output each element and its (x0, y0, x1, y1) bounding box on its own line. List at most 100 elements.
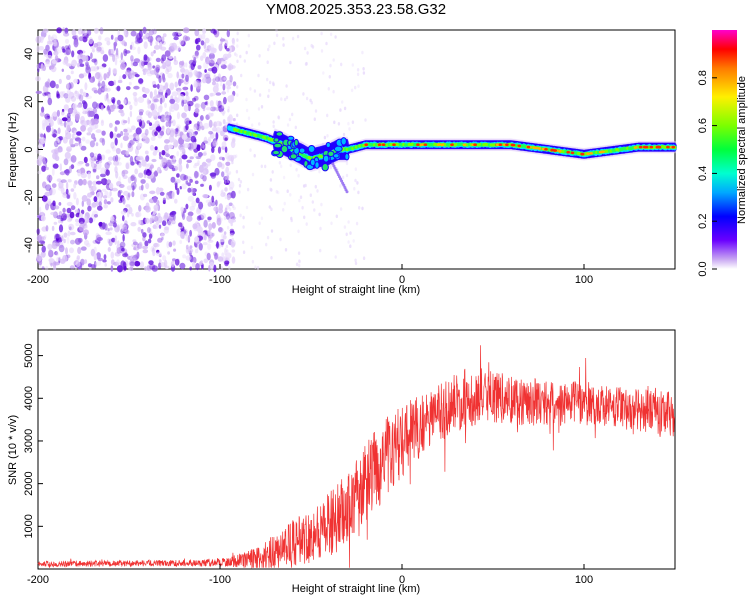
spectrogram-noise-blob (217, 161, 223, 168)
spectrogram-noise-blob (76, 131, 82, 136)
spectrogram-noise-blob (47, 243, 53, 250)
tone-blob (272, 149, 281, 156)
spectrogram-noise-blob (162, 197, 166, 203)
spectrogram-noise-blob (193, 170, 199, 179)
spectrogram-noise-blob (41, 195, 48, 202)
spectrogram-noise-blob (327, 87, 330, 91)
spectrogram-noise-blob (178, 79, 184, 84)
spectrogram-noise-blob (122, 215, 125, 222)
spectrogram-noise-blob (163, 226, 169, 234)
spectrogram-noise-blob (213, 251, 218, 256)
spectrogram-noise-blob (239, 213, 242, 218)
spectrogram-noise-blob (175, 179, 181, 184)
spectrogram-noise-blob (52, 163, 59, 169)
spectrogram-noise-blob (77, 246, 82, 255)
spectrogram-noise-blob (273, 41, 276, 46)
spectrogram-noise-blob (93, 43, 99, 48)
spectrogram-noise-blob (88, 180, 92, 189)
spectrogram-noise-blob (191, 200, 197, 208)
spectrogram-noise-blob (93, 65, 99, 72)
spectrogram-noise-blob (125, 70, 132, 76)
spectrogram-noise-blob (67, 107, 73, 115)
spectrogram-noise-blob (285, 84, 288, 88)
spectrogram-noise-blob (138, 219, 142, 225)
tone-peak (462, 143, 467, 146)
spectrogram-noise-blob (235, 154, 238, 158)
spectrogram-noise-blob (50, 211, 57, 216)
spectrogram-noise-blob (53, 50, 59, 56)
spectrogram-noise-blob (236, 93, 239, 97)
spectrogram-noise-blob (152, 250, 156, 257)
spectrogram-noise-blob (149, 217, 153, 225)
spectrogram-noise-blob (155, 57, 161, 63)
spectrogram-noise-blob (181, 99, 185, 107)
spectrogram-noise-blob (254, 265, 257, 270)
tone-blob (275, 131, 284, 137)
spectrogram-noise-blob (156, 37, 162, 42)
spectrogram-noise-blob (208, 130, 214, 135)
tone-peak (423, 143, 428, 146)
spectrogram-noise-blob (149, 190, 156, 195)
spectrogram-noise-blob (67, 179, 72, 183)
spectrogram-noise-blob (231, 218, 234, 222)
spectrogram-noise-blob (239, 180, 243, 184)
spectrogram-noise-blob (99, 137, 104, 143)
spectrogram-noise-blob (109, 122, 113, 128)
spectrogram-noise-blob (283, 97, 287, 102)
spectrogram-noise-blob (121, 169, 129, 175)
spectrogram-noise-blob (62, 207, 66, 213)
spectrogram-noise-blob (85, 139, 91, 144)
spectrogram-noise-blob (218, 208, 223, 214)
tone-peak (633, 146, 638, 149)
spectrogram-noise-blob (120, 210, 127, 216)
spectrogram-noise-blob (119, 184, 125, 188)
spectrogram-noise-blob (94, 214, 98, 218)
spectrogram-noise-blob (187, 235, 191, 243)
spectrogram-noise-blob (149, 126, 154, 130)
spectrogram-noise-blob (264, 164, 267, 169)
spectrogram-noise-blob (223, 60, 227, 65)
spectrogram-noise-blob (250, 245, 254, 250)
spectrogram-noise-blob (106, 98, 110, 102)
spectrogram-noise-blob (150, 51, 154, 57)
spectrogram-noise-blob (242, 225, 245, 229)
spectrogram-noise-blob (97, 153, 102, 160)
spectrogram-noise-blob (137, 155, 144, 161)
spectrogram-noise-blob (74, 113, 80, 121)
spectrogram-noise-blob (329, 165, 333, 170)
spectrogram-noise-blob (176, 187, 180, 196)
spectrogram-noise-blob (110, 251, 115, 259)
spectrogram-noise-blob (201, 33, 206, 40)
spectrogram-noise-blob (208, 52, 215, 60)
spectrogram-noise-blob (74, 142, 79, 147)
spectrogram-noise-blob (208, 46, 215, 55)
spectrogram-noise-blob (55, 137, 60, 144)
spectrogram-noise-blob (201, 77, 207, 84)
spectrogram-noise-blob (105, 169, 110, 176)
spectrogram-noise-blob (229, 233, 234, 237)
spectrogram-noise-blob (135, 35, 140, 43)
snr-x-axis: -200 -100 0 100 (27, 564, 593, 586)
spectrogram-noise-blob (223, 216, 227, 221)
spectrogram-noise-blob (150, 103, 155, 111)
spectrogram-noise-blob (123, 190, 129, 196)
spectrogram-noise-blob (212, 123, 216, 127)
spectrogram-noise-blob (183, 175, 188, 182)
spectrogram-noise-blob (202, 152, 207, 157)
spectrogram-noise-blob (345, 161, 349, 166)
spectrogram-noise-blob (206, 58, 212, 64)
spectrogram-noise-blob (65, 181, 69, 190)
spectrogram-noise-blob (305, 96, 309, 101)
spectrogram-noise-blob (96, 252, 101, 260)
spectrogram-noise-blob (79, 52, 83, 58)
spectrogram-noise-blob (337, 122, 341, 126)
spectrogram-noise-blob (224, 187, 228, 192)
spectrogram-noise-blob (245, 108, 249, 113)
spectrogram-noise-blob (145, 205, 151, 213)
spectrogram-noise-blob (62, 136, 66, 142)
spectrogram-noise-blob (196, 121, 200, 127)
spectrogram-noise-blob (152, 65, 156, 69)
spectrogram-noise-blob (178, 164, 183, 172)
spectrogram-noise-blob (220, 130, 225, 137)
spectrogram-noise-blob (132, 91, 138, 97)
